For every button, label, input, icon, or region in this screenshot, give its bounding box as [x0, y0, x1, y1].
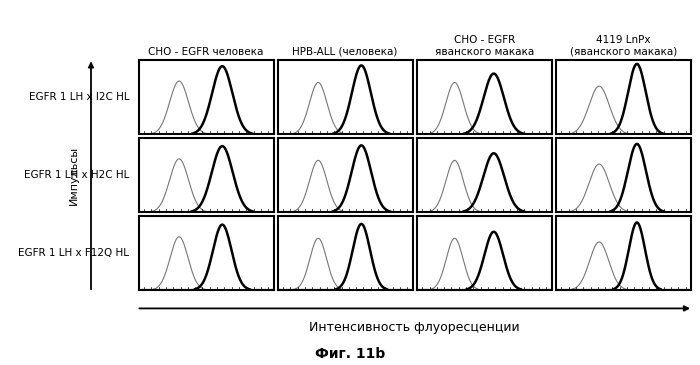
Text: Интенсивность флуоресценции: Интенсивность флуоресценции: [309, 321, 520, 334]
Text: HPB-ALL (человека): HPB-ALL (человека): [293, 47, 398, 57]
Text: Импульсы: Импульсы: [69, 146, 78, 205]
Text: CHO - EGFR
яванского макака: CHO - EGFR яванского макака: [435, 35, 534, 57]
Text: Фиг. 11b: Фиг. 11b: [315, 347, 385, 361]
Text: EGFR 1 LH x H2C HL: EGFR 1 LH x H2C HL: [24, 170, 130, 180]
Text: EGFR 1 LH x I2C HL: EGFR 1 LH x I2C HL: [29, 92, 130, 102]
Text: EGFR 1 LH x F12Q HL: EGFR 1 LH x F12Q HL: [18, 248, 130, 258]
Text: CHO - EGFR человека: CHO - EGFR человека: [148, 47, 264, 57]
Text: 4119 LnPx
(яванского макака): 4119 LnPx (яванского макака): [570, 35, 677, 57]
